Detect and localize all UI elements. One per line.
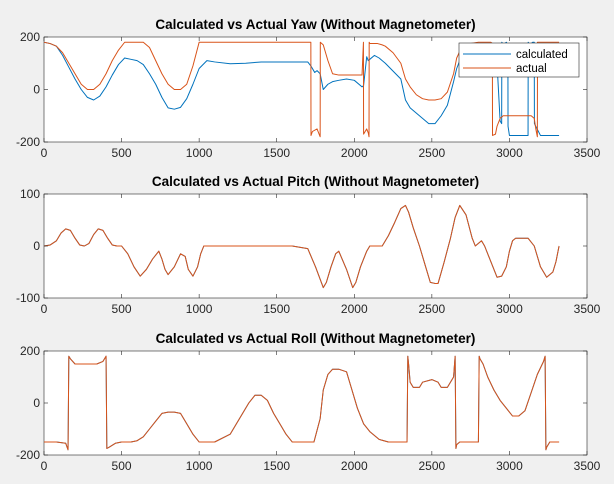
yaw-y-tick-label: -200 <box>16 135 40 149</box>
pitch-x-tick-label: 500 <box>112 302 132 316</box>
pitch-y-tick-label: 0 <box>33 239 40 253</box>
roll-x-tick-label: 3000 <box>496 459 523 473</box>
yaw-y-tick-label: 0 <box>33 83 40 97</box>
roll-x-tick-label: 500 <box>112 459 132 473</box>
pitch-series-actual-line <box>44 204 560 289</box>
roll-x-tick-label: 2500 <box>419 459 446 473</box>
pitch-subplot: Calculated vs Actual Pitch (Without Magn… <box>16 174 601 316</box>
yaw-subplot: Calculated vs Actual Yaw (Without Magnet… <box>16 17 601 160</box>
roll-x-tick-label: 1500 <box>263 459 290 473</box>
yaw-x-tick-label: 2000 <box>341 146 368 160</box>
pitch-x-tick-label: 3500 <box>574 302 601 316</box>
yaw-x-tick-label: 2500 <box>419 146 446 160</box>
pitch-x-tick-label: 1000 <box>186 302 213 316</box>
roll-x-tick-label: 0 <box>41 459 48 473</box>
pitch-y-tick-label: 100 <box>20 187 40 201</box>
roll-y-tick-label: 0 <box>33 396 40 410</box>
roll-axes <box>43 350 588 456</box>
legend-box <box>458 42 580 78</box>
roll-x-tick-label: 2000 <box>341 459 368 473</box>
roll-plot-title: Calculated vs Actual Roll (Without Magne… <box>156 331 476 346</box>
yaw-x-tick-label: 1500 <box>263 146 290 160</box>
yaw-x-tick-label: 0 <box>41 146 48 160</box>
roll-x-tick-label: 1000 <box>186 459 213 473</box>
yaw-x-tick-label: 3500 <box>574 146 601 160</box>
yaw-legend: calculated actual <box>458 42 580 78</box>
yaw-y-tick-label: 200 <box>20 30 40 44</box>
yaw-series-actual-line <box>44 41 560 138</box>
pitch-x-tick-label: 1500 <box>263 302 290 316</box>
pitch-y-tick-label: -100 <box>16 291 40 305</box>
roll-subplot: Calculated vs Actual Roll (Without Magne… <box>16 331 601 473</box>
roll-x-tick-label: 3500 <box>574 459 601 473</box>
yaw-x-tick-label: 1000 <box>186 146 213 160</box>
pitch-x-tick-label: 2500 <box>419 302 446 316</box>
yaw-x-tick-label: 3000 <box>496 146 523 160</box>
yaw-plot-title: Calculated vs Actual Yaw (Without Magnet… <box>155 17 475 32</box>
roll-y-tick-label: -200 <box>16 448 40 462</box>
roll-series-actual-line <box>44 355 560 451</box>
yaw-x-tick-label: 500 <box>112 146 132 160</box>
legend-label-actual: actual <box>516 63 547 75</box>
pitch-plot-title: Calculated vs Actual Pitch (Without Magn… <box>152 174 479 189</box>
pitch-x-tick-label: 2000 <box>341 302 368 316</box>
pitch-x-tick-label: 3000 <box>496 302 523 316</box>
pitch-axes <box>43 193 588 299</box>
legend-label-calculated: calculated <box>516 49 568 61</box>
pitch-x-tick-label: 0 <box>41 302 48 316</box>
roll-y-tick-label: 200 <box>20 344 40 358</box>
